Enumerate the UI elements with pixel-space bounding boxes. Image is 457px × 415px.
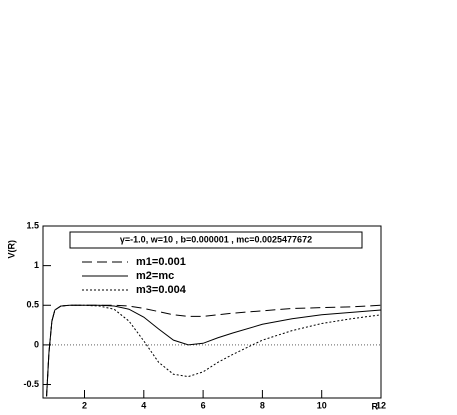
legend-label: m3=0.004 [136, 284, 187, 296]
x-tick-label: 12 [376, 400, 386, 410]
y-axis-label: V(R) [6, 240, 16, 259]
chart-title: γ=-1.0, w=10 , b=0.000001 , mc=0.0025477… [120, 234, 312, 244]
title-box [69, 231, 363, 249]
series-line [46, 304, 382, 397]
y-tick-label: 1.5 [26, 220, 39, 230]
x-tick-label: 8 [260, 400, 265, 410]
x-tick-label: 6 [201, 400, 206, 410]
legend-label: m1=0.001 [136, 256, 186, 268]
y-tick-label: 0 [34, 339, 39, 349]
x-tick-label: 10 [317, 400, 327, 410]
x-axis-label: R [372, 401, 379, 411]
series-line [46, 304, 382, 397]
y-tick-label: 0.5 [26, 300, 39, 310]
legend-label: m2=mc [136, 270, 174, 282]
x-tick-label: 2 [82, 400, 87, 410]
x-tick-label: 4 [141, 400, 146, 410]
y-tick-label: 1 [34, 260, 39, 270]
y-tick-label: -0.5 [23, 379, 39, 389]
plot-frame [42, 225, 382, 399]
series-line [46, 304, 382, 397]
